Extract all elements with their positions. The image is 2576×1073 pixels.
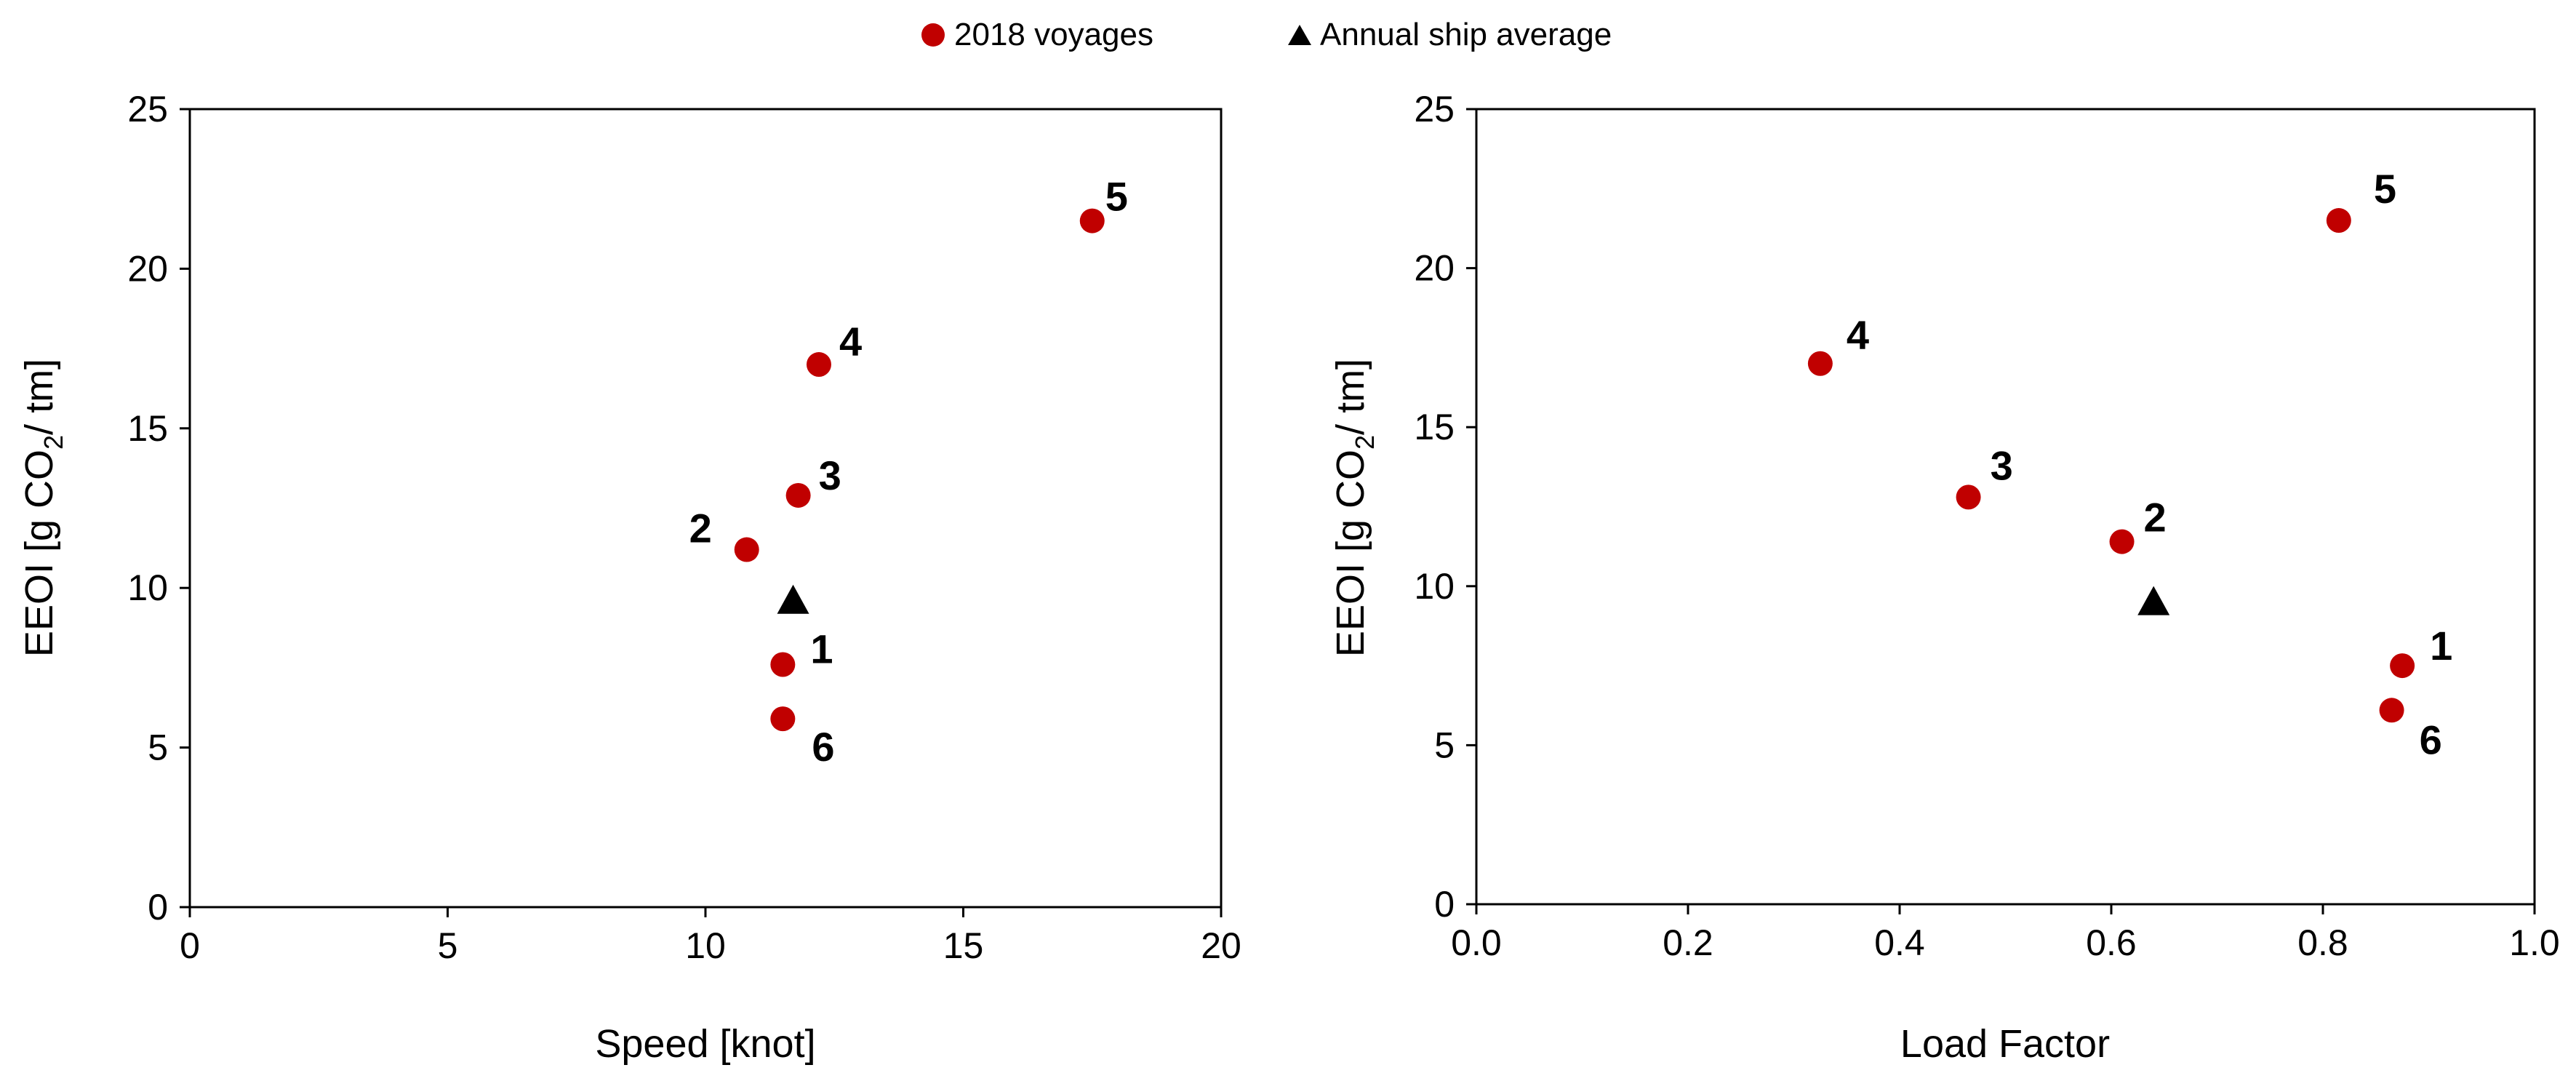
voyage-point-2-load-factor [2109,529,2135,554]
legend-label-average: Annual ship average [1320,17,1612,52]
y-title-part: / tm] [17,359,61,435]
y-tick-label: 0 [148,887,168,928]
x-tick-label: 0 [180,925,200,966]
x-tick-label: 20 [1201,925,1241,966]
voyage-point-6-load-factor [2379,698,2404,723]
y-tick-label: 10 [1414,566,1455,607]
y-axis-title-load-factor: EEOI [g CO2/ tm] [1329,359,1380,657]
point-label-6: 6 [2420,717,2442,762]
x-tick-label: 0.0 [1451,922,1502,963]
y-axis-ticks-speed: 0 5 10 15 20 25 [127,89,190,928]
chart-load-factor: 0.0 0.2 0.4 0.6 0.8 1.0 0 5 10 15 20 25 1 2 3 4 5 6 Loa… [1329,89,2560,1066]
y-tick-label: 20 [127,248,168,289]
y-title-subscript: 2 [39,435,68,450]
x-axis-ticks-speed: 0 5 10 15 20 [180,907,1241,966]
x-tick-label: 0.2 [1663,922,1713,963]
point-label-4: 4 [839,319,862,364]
legend-voyage-marker [921,23,945,47]
y-tick-label: 5 [148,727,168,768]
y-tick-label: 5 [1434,725,1455,765]
legend: 2018 voyages Annual ship average [921,17,1612,52]
y-tick-label: 25 [1414,89,1455,129]
annual-average-point-speed [777,584,809,614]
point-label-5: 5 [2374,166,2396,212]
x-tick-label: 15 [943,925,984,966]
x-tick-label: 0.6 [2086,922,2137,963]
voyage-point-4-load-factor [1807,351,1833,376]
voyage-point-1-load-factor [2390,653,2415,679]
point-label-1: 1 [810,626,833,672]
voyage-point-4-speed [806,352,831,378]
voyage-point-5-speed [1079,208,1105,234]
point-label-5: 5 [1105,174,1128,220]
x-tick-label: 1.0 [2509,922,2560,963]
point-label-1: 1 [2430,623,2452,669]
point-label-3: 3 [819,452,841,498]
legend-label-voyages: 2018 voyages [954,17,1153,52]
y-title-part: / tm] [1329,359,1372,435]
x-axis-title-speed: Speed [knot] [595,1022,815,1066]
y-tick-label: 0 [1434,884,1455,925]
x-axis-title-load-factor: Load Factor [1900,1022,2110,1066]
plot-area-load-factor [1475,108,2536,906]
y-title-subscript: 2 [1350,435,1380,450]
point-label-2: 2 [689,506,712,551]
x-axis-ticks-load-factor: 0.0 0.2 0.4 0.6 0.8 1.0 [1451,904,2560,963]
y-axis-title-speed: EEOI [g CO2/ tm] [17,359,68,657]
voyage-point-1-speed [770,652,796,677]
x-tick-label: 5 [438,925,458,966]
y-tick-label: 10 [127,567,168,608]
y-tick-label: 15 [1414,407,1455,447]
x-tick-label: 10 [685,925,726,966]
y-title-part: EEOI [g CO [1329,450,1372,657]
voyage-point-3-load-factor [1956,484,1981,510]
y-tick-label: 20 [1414,248,1455,289]
plot-frame-load-factor [1475,108,2536,906]
point-label-2: 2 [2144,495,2167,541]
voyage-point-5-load-factor [2326,208,2351,234]
point-label-3: 3 [1991,442,2013,488]
data-points-speed: 1 2 3 4 5 6 [689,174,1128,770]
point-label-4: 4 [1847,312,1869,358]
voyage-point-3-speed [785,482,811,508]
y-title-part: EEOI [g CO [17,450,61,657]
data-points-load-factor: 1 2 3 4 5 6 [1807,166,2452,762]
y-axis-ticks-load-factor: 0 5 10 15 20 25 [1414,89,1476,925]
x-tick-label: 0.4 [1874,922,1925,963]
annual-average-point-load-factor [2137,586,2170,615]
legend-average-marker [1288,25,1311,45]
voyage-point-2-speed [734,537,759,562]
y-tick-label: 15 [127,408,168,449]
x-tick-label: 0.8 [2297,922,2348,963]
point-label-6: 6 [812,724,834,770]
voyage-point-6-speed [770,706,796,732]
y-tick-label: 25 [127,89,168,129]
